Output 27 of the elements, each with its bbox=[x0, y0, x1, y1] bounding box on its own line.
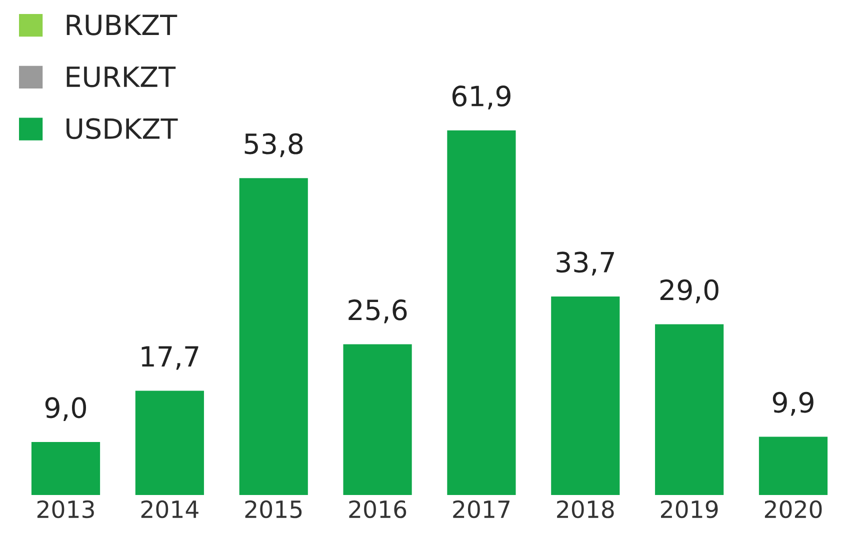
data-label: 29,0 bbox=[660, 279, 718, 304]
x-tick-label: 2014 bbox=[141, 500, 198, 518]
data-label: 33,7 bbox=[556, 252, 614, 276]
data-label: 9,9 bbox=[772, 392, 814, 416]
bar bbox=[551, 296, 620, 496]
legend-label: RUBKZT bbox=[66, 14, 178, 36]
x-tick-label: 2013 bbox=[37, 500, 94, 518]
bar bbox=[135, 390, 204, 496]
data-label: 17,7 bbox=[142, 346, 198, 370]
bar bbox=[343, 344, 412, 496]
x-tick-label: 2019 bbox=[661, 500, 718, 518]
legend-label: USDKZT bbox=[66, 118, 178, 140]
data-label: 61,9 bbox=[452, 86, 510, 110]
x-tick-label: 2016 bbox=[349, 500, 406, 518]
data-label: 25,6 bbox=[348, 299, 407, 324]
x-tick-label: 2018 bbox=[557, 500, 614, 518]
x-tick-label: 2015 bbox=[245, 500, 302, 518]
bar bbox=[655, 324, 724, 496]
bar bbox=[447, 130, 516, 496]
data-label: 9,0 bbox=[45, 397, 86, 422]
bar bbox=[758, 436, 828, 496]
bar bbox=[239, 178, 308, 496]
legend-label: EURKZT bbox=[66, 66, 176, 88]
data-label: 53,8 bbox=[244, 133, 303, 158]
bar bbox=[31, 442, 100, 496]
x-tick-label: 2020 bbox=[764, 500, 822, 518]
x-tick-label: 2017 bbox=[453, 500, 510, 518]
